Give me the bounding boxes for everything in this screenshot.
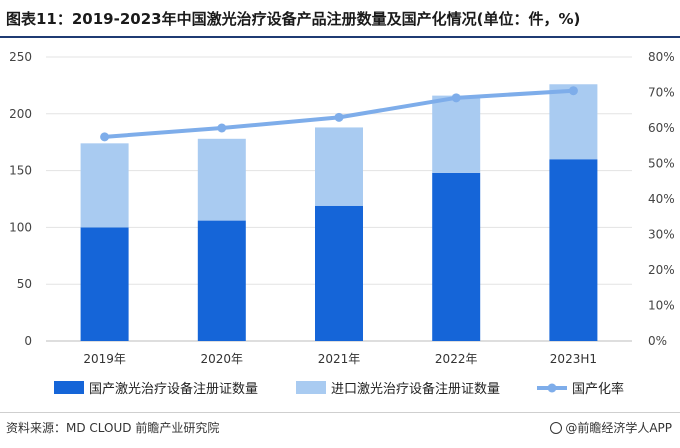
localization-rate-point [568, 86, 578, 96]
title-divider [0, 36, 680, 38]
source-note: 资料来源：MD CLOUD 前瞻产业研究院 [6, 421, 220, 435]
bar-domestic [549, 159, 598, 341]
x-tick-label: 2022年 [435, 352, 478, 366]
bar-imported [432, 95, 481, 173]
legend-label: 进口激光治疗设备注册证数量 [331, 381, 500, 397]
legend-swatch [296, 381, 326, 394]
x-tick-label: 2019年 [83, 352, 126, 366]
y-right-tick-label: 10% [648, 299, 675, 313]
brand-credit-label: @前瞻经济学人APP [565, 421, 672, 435]
bar-imported [315, 127, 363, 206]
y-left-tick-label: 150 [9, 164, 32, 178]
bar-imported [80, 143, 129, 228]
legend-swatch [54, 381, 84, 394]
bar-domestic [197, 220, 246, 341]
legend-label: 国产化率 [572, 381, 624, 397]
localization-rate-point [334, 112, 344, 122]
bar-domestic [432, 172, 481, 341]
legend-swatch-marker [547, 383, 557, 393]
y-left-tick-label: 200 [9, 107, 32, 121]
axis-layer: 0 50 100 150 200 250 0% 10% 20% 30% 40% 50% 60% 70% 80… [9, 50, 675, 366]
localization-rate-point [451, 93, 461, 103]
y-right-tick-label: 80% [648, 50, 675, 64]
chart-title: 图表11：2019-2023年中国激光治疗设备产品注册数量及国产化情况(单位：件… [6, 10, 581, 28]
y-right-tick-label: 0% [648, 334, 667, 348]
y-right-tick-label: 60% [648, 121, 675, 135]
bar-layer [80, 84, 598, 341]
brand-credit: @前瞻经济学人APP [550, 419, 672, 436]
brand-logo-icon [550, 422, 563, 434]
localization-rate-point [217, 123, 227, 133]
bar-domestic [315, 205, 363, 341]
y-left-tick-label: 250 [9, 50, 32, 64]
y-right-tick-label: 30% [648, 228, 675, 242]
y-left-tick-label: 50 [17, 277, 32, 291]
localization-rate-point [100, 132, 110, 142]
y-left-tick-label: 100 [9, 220, 32, 234]
legend: 国产激光治疗设备注册证数量 进口激光治疗设备注册证数量 国产化率 [54, 381, 624, 397]
bar-imported [197, 138, 246, 221]
y-right-tick-label: 70% [648, 86, 675, 100]
bar-domestic [80, 227, 129, 341]
x-tick-label: 2023H1 [550, 352, 597, 366]
x-tick-label: 2021年 [318, 352, 361, 366]
x-tick-label: 2020年 [201, 352, 244, 366]
line-layer [100, 86, 578, 142]
y-right-tick-label: 20% [648, 263, 675, 277]
y-right-tick-label: 40% [648, 192, 675, 206]
y-left-tick-label: 0 [24, 334, 32, 348]
y-right-tick-label: 50% [648, 157, 675, 171]
footer-divider [0, 412, 680, 413]
legend-label: 国产激光治疗设备注册证数量 [89, 381, 258, 397]
bar-imported [549, 84, 598, 160]
